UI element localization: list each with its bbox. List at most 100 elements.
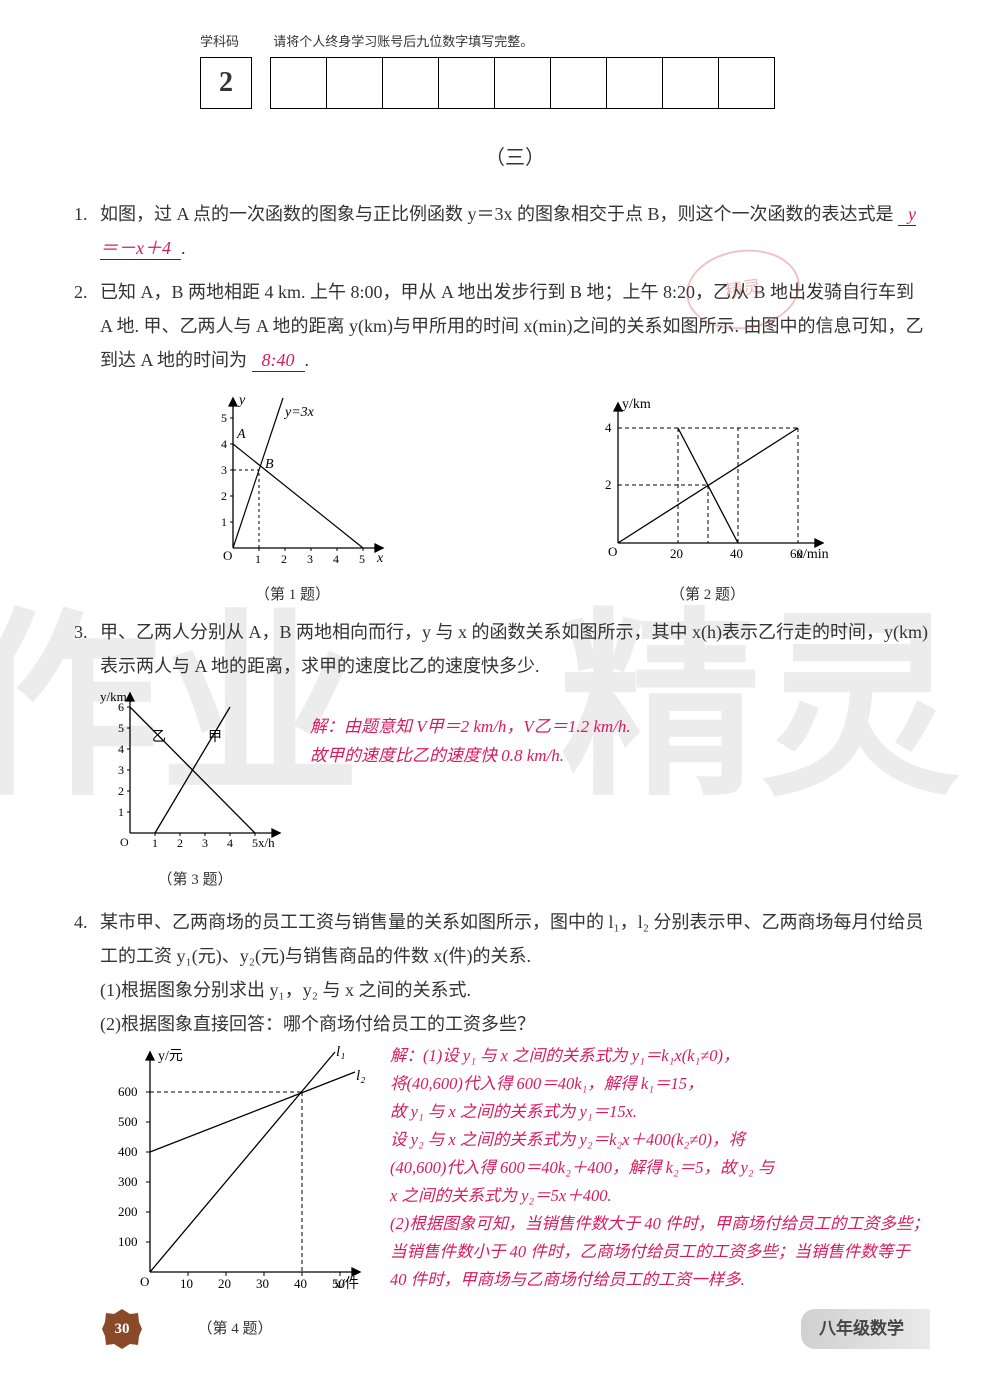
svg-text:y/元: y/元 <box>158 1049 183 1064</box>
svg-text:2: 2 <box>221 489 227 503</box>
svg-text:x/h: x/h <box>258 835 275 850</box>
id-boxes: 2 <box>200 57 930 109</box>
id-box-5[interactable] <box>494 57 551 109</box>
svg-text:2: 2 <box>177 836 183 850</box>
worksheet-page: 作业 精灵 精灵 学科码 请将个人终身学习账号后九位数字填写完整。 2 （三） … <box>0 0 1000 1391</box>
svg-text:O: O <box>223 548 232 563</box>
svg-text:6: 6 <box>118 700 124 714</box>
id-box-4[interactable] <box>438 57 495 109</box>
fig3-caption: （第 3 题） <box>100 866 290 895</box>
q2-number: 2. <box>74 275 88 309</box>
svg-text:600: 600 <box>118 1084 138 1099</box>
figure-2: O y/km x/min 20 40 60 2 4 （第 2 题） <box>578 388 838 610</box>
q4-text: 某市甲、乙两商场的员工工资与销售量的关系如图所示，图中的 l₁，l₂ 分别表示甲… <box>100 912 924 966</box>
q1-period: . <box>181 238 186 258</box>
svg-text:300: 300 <box>118 1174 138 1189</box>
q4-number: 4. <box>74 905 88 939</box>
svg-text:4: 4 <box>221 437 227 451</box>
svg-text:y: y <box>237 393 246 408</box>
svg-text:50: 50 <box>332 1276 345 1291</box>
question-2: 2. 已知 A，B 两地相距 4 km. 上午 8:00，甲从 A 地出发步行到… <box>100 275 930 378</box>
figure-1: O x y y=3x A B 1 2 3 4 5 1 2 3 4 5 （第 1 … <box>193 388 393 610</box>
svg-text:5: 5 <box>359 552 365 566</box>
q3-sol-line2: 故甲的速度比乙的速度快 0.8 km/h. <box>310 742 930 771</box>
svg-text:10: 10 <box>180 1276 193 1291</box>
id-box-0: 2 <box>200 57 252 109</box>
svg-text:60: 60 <box>790 546 803 561</box>
q3-text: 甲、乙两人分别从 A，B 两地相向而行，y 与 x 的函数关系如图所示，其中 x… <box>100 622 928 676</box>
svg-text:4: 4 <box>227 836 233 850</box>
svg-text:30: 30 <box>256 1276 269 1291</box>
svg-text:400: 400 <box>118 1144 138 1159</box>
id-box-2[interactable] <box>326 57 383 109</box>
svg-text:5: 5 <box>118 721 124 735</box>
q3-solution: 解：由题意知 V甲＝2 km/h，V乙＝1.2 km/h. 故甲的速度比乙的速度… <box>310 683 930 771</box>
svg-text:1: 1 <box>255 552 261 566</box>
svg-text:4: 4 <box>333 552 339 566</box>
svg-text:1: 1 <box>221 515 227 529</box>
svg-text:O: O <box>140 1274 149 1289</box>
svg-text:l₁: l₁ <box>336 1044 345 1060</box>
svg-text:B: B <box>265 457 274 472</box>
svg-text:4: 4 <box>605 420 612 435</box>
id-box-6[interactable] <box>550 57 607 109</box>
header-block: 学科码 请将个人终身学习账号后九位数字填写完整。 2 <box>200 30 930 109</box>
id-box-7[interactable] <box>606 57 663 109</box>
figure-4: O y/元 x/件 l₁ l₂ 10 20 30 40 50 100 200 3… <box>100 1042 370 1344</box>
svg-text:O: O <box>120 835 129 849</box>
svg-text:x: x <box>376 551 384 566</box>
q2-answer: 8:40 <box>258 350 299 370</box>
svg-text:40: 40 <box>730 546 743 561</box>
q4-sub1: (1)根据图象分别求出 y₁，y₂ 与 x 之间的关系式. <box>100 973 930 1007</box>
figures-row-1-2: O x y y=3x A B 1 2 3 4 5 1 2 3 4 5 （第 1 … <box>100 388 930 610</box>
svg-text:100: 100 <box>118 1234 138 1249</box>
fig2-caption: （第 2 题） <box>578 581 838 610</box>
id-box-9[interactable] <box>718 57 775 109</box>
q3-sol-line1: 解：由题意知 V甲＝2 km/h，V乙＝1.2 km/h. <box>310 713 930 742</box>
page-footer: 30 八年级数学 <box>100 1307 930 1351</box>
q2-period: . <box>305 350 310 370</box>
svg-text:O: O <box>608 544 617 559</box>
svg-text:1: 1 <box>152 836 158 850</box>
svg-text:A: A <box>236 427 246 442</box>
svg-text:5: 5 <box>221 411 227 425</box>
section-number: （三） <box>100 139 930 177</box>
grade-label: 八年级数学 <box>801 1309 930 1349</box>
svg-text:y/km: y/km <box>622 397 651 412</box>
q1-text: 如图，过 A 点的一次函数的图象与正比例函数 y＝3x 的图象相交于点 B，则这… <box>100 204 894 224</box>
svg-text:20: 20 <box>218 1276 231 1291</box>
q1-number: 1. <box>74 197 88 231</box>
page-number: 30 <box>115 1315 130 1344</box>
svg-text:甲: 甲 <box>208 730 222 745</box>
page-number-badge: 30 <box>100 1307 144 1351</box>
q2-text: 已知 A，B 两地相距 4 km. 上午 8:00，甲从 A 地出发步行到 B … <box>100 282 924 370</box>
code-label: 学科码 <box>200 30 270 55</box>
svg-text:l₂: l₂ <box>356 1068 365 1084</box>
svg-text:5: 5 <box>252 836 258 850</box>
id-box-8[interactable] <box>662 57 719 109</box>
question-1: 1. 如图，过 A 点的一次函数的图象与正比例函数 y＝3x 的图象相交于点 B… <box>100 197 930 265</box>
q4-solution: 解：(1)设 y₁ 与 x 之间的关系式为 y₁＝k₁x(k₁≠0)， 将(40… <box>390 1042 930 1294</box>
svg-text:3: 3 <box>307 552 313 566</box>
q3-number: 3. <box>74 615 88 649</box>
figure-3: O y/km x/h 甲 乙 1 2 3 4 5 1 2 3 <box>100 683 290 895</box>
svg-text:2: 2 <box>605 477 612 492</box>
svg-text:2: 2 <box>281 552 287 566</box>
svg-text:40: 40 <box>294 1276 307 1291</box>
svg-text:3: 3 <box>221 463 227 477</box>
question-3: 3. 甲、乙两人分别从 A，B 两地相向而行，y 与 x 的函数关系如图所示，其… <box>100 615 930 895</box>
svg-text:乙: 乙 <box>152 729 166 745</box>
fig1-caption: （第 1 题） <box>193 581 393 610</box>
svg-text:3: 3 <box>118 763 124 777</box>
svg-text:500: 500 <box>118 1114 138 1129</box>
id-box-3[interactable] <box>382 57 439 109</box>
svg-text:200: 200 <box>118 1204 138 1219</box>
svg-text:2: 2 <box>118 784 124 798</box>
question-4: 4. 某市甲、乙两商场的员工工资与销售量的关系如图所示，图中的 l₁，l₂ 分别… <box>100 905 930 1344</box>
svg-text:1: 1 <box>118 805 124 819</box>
svg-text:4: 4 <box>118 742 124 756</box>
id-box-1[interactable] <box>270 57 327 109</box>
q4-sub2: (2)根据图象直接回答：哪个商场付给员工的工资多些？ <box>100 1007 930 1041</box>
svg-text:20: 20 <box>670 546 683 561</box>
header-instruction: 请将个人终身学习账号后九位数字填写完整。 <box>273 34 533 49</box>
